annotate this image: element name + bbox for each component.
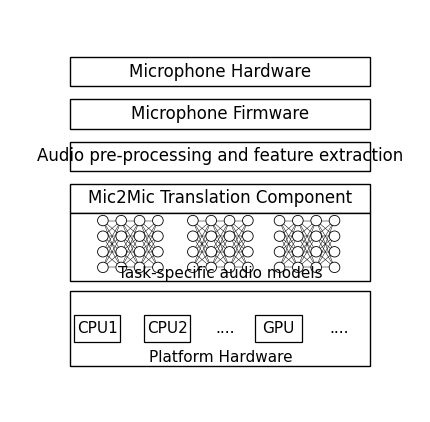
Text: ....: .... — [329, 321, 348, 336]
Circle shape — [206, 231, 217, 241]
Circle shape — [134, 215, 145, 226]
Bar — [71, 184, 370, 213]
Bar — [144, 315, 190, 342]
Text: CPU2: CPU2 — [147, 321, 187, 336]
Circle shape — [292, 246, 303, 257]
Circle shape — [311, 246, 322, 257]
Text: Microphone Hardware: Microphone Hardware — [129, 63, 311, 81]
Bar — [71, 100, 370, 129]
Circle shape — [243, 262, 253, 273]
Circle shape — [116, 246, 126, 257]
Circle shape — [98, 231, 108, 241]
Circle shape — [274, 262, 285, 273]
Circle shape — [134, 246, 145, 257]
Circle shape — [224, 246, 235, 257]
Circle shape — [153, 246, 163, 257]
Circle shape — [98, 262, 108, 273]
Circle shape — [116, 215, 126, 226]
Circle shape — [187, 215, 198, 226]
Circle shape — [224, 262, 235, 273]
Bar — [255, 315, 302, 342]
Bar — [71, 142, 370, 171]
Bar — [71, 213, 370, 281]
Circle shape — [292, 231, 303, 241]
Circle shape — [243, 231, 253, 241]
Text: Audio pre-processing and feature extraction: Audio pre-processing and feature extract… — [37, 147, 403, 165]
Circle shape — [311, 262, 322, 273]
Circle shape — [311, 215, 322, 226]
Bar — [71, 57, 370, 87]
Circle shape — [224, 231, 235, 241]
Circle shape — [98, 246, 108, 257]
Circle shape — [243, 215, 253, 226]
Circle shape — [224, 215, 235, 226]
Circle shape — [187, 231, 198, 241]
Circle shape — [153, 231, 163, 241]
Text: GPU: GPU — [262, 321, 295, 336]
Circle shape — [274, 215, 285, 226]
Bar — [71, 291, 370, 366]
Bar — [74, 315, 120, 342]
Circle shape — [274, 246, 285, 257]
Circle shape — [329, 246, 340, 257]
Circle shape — [329, 231, 340, 241]
Circle shape — [116, 231, 126, 241]
Circle shape — [206, 246, 217, 257]
Circle shape — [134, 262, 145, 273]
Circle shape — [274, 231, 285, 241]
Circle shape — [243, 246, 253, 257]
Circle shape — [329, 215, 340, 226]
Circle shape — [98, 215, 108, 226]
Circle shape — [187, 246, 198, 257]
Text: Microphone Firmware: Microphone Firmware — [131, 105, 310, 123]
Circle shape — [292, 215, 303, 226]
Text: CPU1: CPU1 — [77, 321, 117, 336]
Circle shape — [153, 262, 163, 273]
Circle shape — [116, 262, 126, 273]
Circle shape — [311, 231, 322, 241]
Circle shape — [134, 231, 145, 241]
Circle shape — [187, 262, 198, 273]
Text: Task-specific audio models: Task-specific audio models — [118, 266, 322, 281]
Circle shape — [292, 262, 303, 273]
Text: Platform Hardware: Platform Hardware — [148, 350, 292, 365]
Circle shape — [206, 262, 217, 273]
Text: Mic2Mic Translation Component: Mic2Mic Translation Component — [88, 189, 353, 208]
Text: ....: .... — [215, 321, 235, 336]
Circle shape — [329, 262, 340, 273]
Circle shape — [153, 215, 163, 226]
Circle shape — [206, 215, 217, 226]
